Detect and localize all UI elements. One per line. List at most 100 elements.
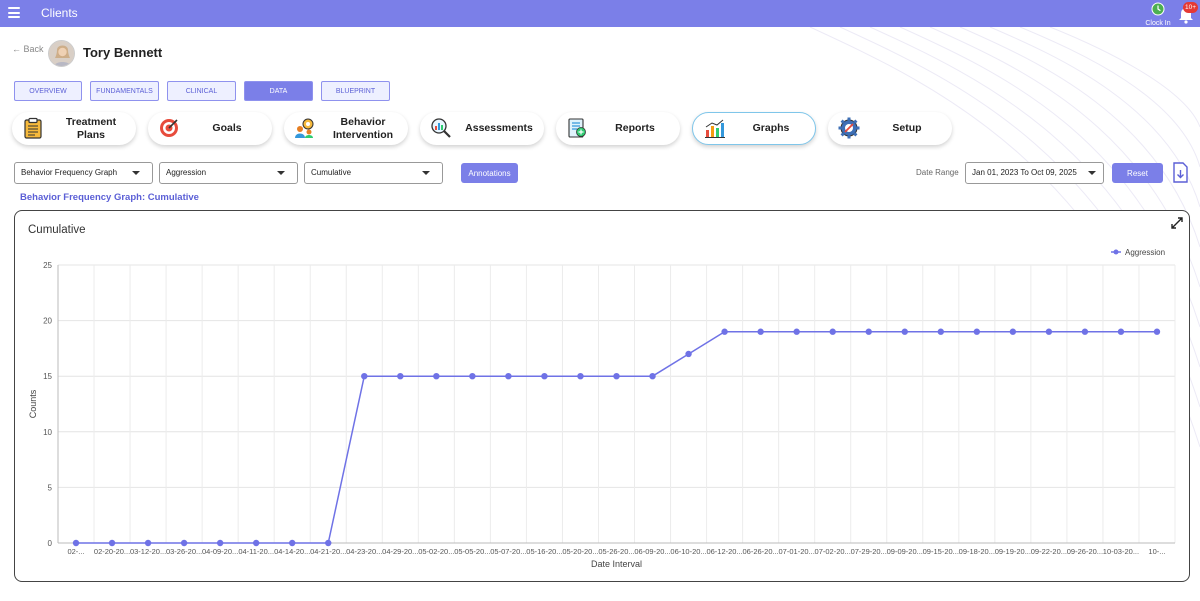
x-tick-label: 06-10-20... xyxy=(670,547,706,556)
reset-button[interactable]: Reset xyxy=(1112,163,1163,183)
card-label: Behavior Intervention xyxy=(332,115,394,141)
card-setup[interactable]: Setup xyxy=(828,112,952,145)
card-treatment-plans[interactable]: Treatment Plans xyxy=(12,112,136,145)
x-tick-label: 05-05-20... xyxy=(454,547,490,556)
people-gear-icon xyxy=(295,118,314,138)
data-point xyxy=(252,539,260,547)
x-tick-label: 09-18-20... xyxy=(959,547,995,556)
tab-clinical[interactable]: CLINICAL xyxy=(167,81,236,101)
x-tick-label: 06-26-20... xyxy=(742,547,778,556)
y-axis-label: Counts xyxy=(28,389,38,418)
x-tick-label: 05-07-20... xyxy=(490,547,526,556)
x-tick-label: 02-... xyxy=(67,547,84,556)
tab-data[interactable]: DATA xyxy=(244,81,313,101)
report-icon xyxy=(568,118,586,138)
graph-type-select[interactable]: Behavior Frequency Graph xyxy=(14,162,153,184)
client-name: Tory Bennett xyxy=(83,45,163,60)
arrow-left-icon: ← xyxy=(12,44,21,54)
x-tick-label: 09-22-20... xyxy=(1031,547,1067,556)
data-point xyxy=(577,373,584,380)
date-range-select[interactable]: Jan 01, 2023 To Oct 09, 2025 xyxy=(965,162,1104,184)
avatar-image xyxy=(49,41,74,66)
mode-value: Cumulative xyxy=(311,168,352,177)
x-tick-label: 05-26-20... xyxy=(598,547,634,556)
chevron-down-icon xyxy=(1088,171,1096,175)
data-point xyxy=(505,373,512,380)
chart-card: Cumulative 0 5 10 15 20 25 02-... 02-20-20... 03… xyxy=(14,210,1190,582)
card-label: Goals xyxy=(212,122,242,134)
target-icon xyxy=(160,119,178,137)
avatar xyxy=(48,40,75,67)
data-point xyxy=(721,328,728,335)
data-point xyxy=(180,539,188,547)
x-tick-label: 04-29-20... xyxy=(382,547,418,556)
card-graphs[interactable]: Graphs xyxy=(692,112,816,145)
data-point xyxy=(865,328,872,335)
x-tick-label: 09-19-20... xyxy=(995,547,1031,556)
back-link[interactable]: ← Back xyxy=(12,44,44,54)
card-label: Treatment Plans xyxy=(65,115,117,141)
x-tick-label: 06-09-20... xyxy=(634,547,670,556)
chevron-down-icon xyxy=(132,171,140,175)
data-point xyxy=(325,539,332,547)
x-tick-label: 03-26-20... xyxy=(166,547,202,556)
behavior-value: Aggression xyxy=(166,168,207,177)
data-point xyxy=(469,373,476,380)
data-point xyxy=(649,373,656,380)
clock-in-label: Clock In xyxy=(1145,20,1171,27)
x-tick-label: 04-23-20... xyxy=(346,547,382,556)
data-point xyxy=(973,328,981,335)
date-range-value: Jan 01, 2023 To Oct 09, 2025 xyxy=(972,168,1077,177)
x-tick-label: 06-12-20... xyxy=(706,547,742,556)
card-assessments[interactable]: Assessments xyxy=(420,112,544,145)
x-tick-label: 09-09-20... xyxy=(887,547,923,556)
tab-overview[interactable]: OVERVIEW xyxy=(14,81,82,101)
x-tick-label: 04-21-20... xyxy=(310,547,346,556)
section-tabs: OVERVIEW FUNDAMENTALS CLINICAL DATA BLUE… xyxy=(14,81,390,101)
x-axis-label: Date Interval xyxy=(591,559,642,569)
y-tick-label: 15 xyxy=(43,372,52,381)
clipboard-icon xyxy=(24,117,42,139)
notifications-button[interactable]: 10+ xyxy=(1175,2,1199,25)
data-point xyxy=(433,373,440,380)
card-behavior-intervention[interactable]: Behavior Intervention xyxy=(284,112,408,145)
x-tick-label: 07-29-20... xyxy=(851,547,887,556)
clock-in-button[interactable]: Clock In xyxy=(1143,2,1173,27)
data-point xyxy=(397,373,404,380)
app-title: Clients xyxy=(41,6,78,20)
tab-blueprint[interactable]: BLUEPRINT xyxy=(321,81,390,101)
chart-title: Cumulative xyxy=(28,224,86,236)
clock-in-icon xyxy=(1151,2,1165,16)
expand-icon[interactable] xyxy=(1171,217,1183,229)
x-tick-label: 09-26-20... xyxy=(1067,547,1103,556)
top-bar: Clients Clock In 10+ xyxy=(0,0,1200,27)
card-label: Setup xyxy=(892,122,922,134)
date-range-label: Date Range xyxy=(916,168,959,177)
card-label: Graphs xyxy=(752,122,790,134)
data-point xyxy=(1081,328,1089,335)
data-point xyxy=(72,539,80,547)
data-point xyxy=(757,328,764,335)
behavior-select[interactable]: Aggression xyxy=(159,162,298,184)
bar-graph-icon xyxy=(705,119,725,138)
x-tick-label: 05-02-20... xyxy=(418,547,454,556)
card-goals[interactable]: Goals xyxy=(148,112,272,145)
data-point xyxy=(216,539,224,547)
annotations-button[interactable]: Annotations xyxy=(461,163,518,183)
data-point xyxy=(1009,328,1017,335)
data-point xyxy=(685,350,692,358)
data-point xyxy=(361,373,368,380)
mode-select[interactable]: Cumulative xyxy=(304,162,443,184)
x-tick-label: 07-02-20... xyxy=(815,547,851,556)
data-point xyxy=(541,373,548,380)
menu-icon[interactable] xyxy=(8,7,20,18)
x-tick-label: 04-14-20... xyxy=(274,547,310,556)
card-reports[interactable]: Reports xyxy=(556,112,680,145)
download-icon[interactable] xyxy=(1172,162,1189,183)
chevron-down-icon xyxy=(277,171,285,175)
tab-fundamentals[interactable]: FUNDAMENTALS xyxy=(90,81,159,101)
data-point xyxy=(144,539,152,547)
y-tick-label: 5 xyxy=(48,483,53,492)
x-tick-label: 04-09-20... xyxy=(202,547,238,556)
data-point xyxy=(1117,328,1125,335)
